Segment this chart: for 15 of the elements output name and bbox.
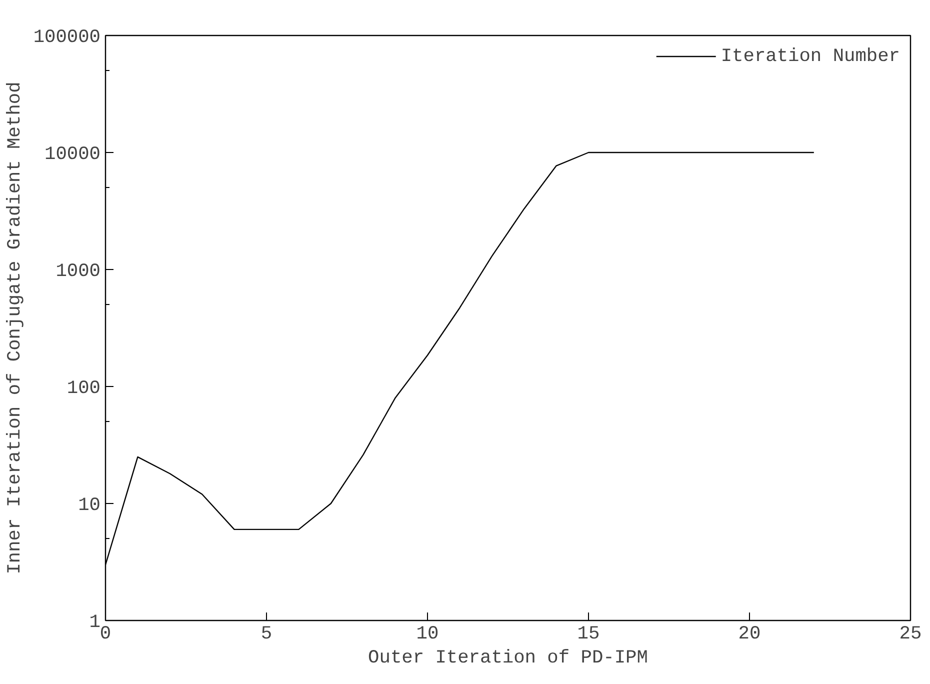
y-tick-label: 1000 [56, 260, 101, 282]
x-tick-label: 10 [416, 622, 439, 644]
y-tick-label: 100 [66, 377, 101, 399]
x-tick-label: 25 [899, 622, 922, 644]
y-axis-title: Inner Iteration of Conjugate Gradient Method [3, 82, 26, 574]
y-tick-label: 10000 [44, 143, 101, 165]
y-tick-label: 10 [78, 494, 101, 516]
x-tick-label: 15 [577, 622, 600, 644]
y-tick-label: 100000 [33, 26, 101, 48]
legend-label: Iteration Number [720, 45, 900, 67]
x-tick-label: 20 [738, 622, 761, 644]
x-tick-label: 0 [100, 622, 112, 644]
x-axis-title: Outer Iteration of PD-IPM [368, 646, 648, 668]
x-tick-label: 5 [260, 622, 272, 644]
y-tick-label: 1 [89, 611, 101, 633]
